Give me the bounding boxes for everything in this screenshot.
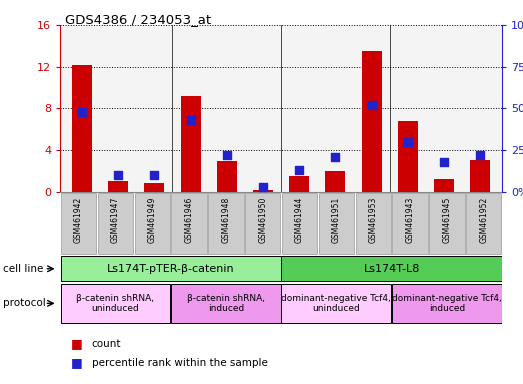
Bar [434, 179, 454, 192]
Text: β-catenin shRNA,
induced: β-catenin shRNA, induced [187, 294, 265, 313]
Text: β-catenin shRNA,
uninduced: β-catenin shRNA, uninduced [76, 294, 154, 313]
Bar [289, 176, 309, 192]
Bar [134, 193, 170, 254]
Bar [470, 160, 490, 192]
Bar [356, 193, 391, 254]
Text: GSM461944: GSM461944 [295, 197, 304, 243]
Point [404, 139, 412, 145]
Text: GSM461947: GSM461947 [111, 197, 120, 243]
Bar [429, 193, 464, 254]
Bar [217, 161, 237, 192]
Text: GSM461946: GSM461946 [185, 197, 194, 243]
Text: Ls174T-L8: Ls174T-L8 [363, 264, 420, 274]
Bar [325, 171, 345, 192]
Bar [398, 121, 418, 192]
Text: percentile rank within the sample: percentile rank within the sample [92, 358, 267, 368]
Bar [392, 193, 428, 254]
Bar [171, 283, 281, 323]
Text: count: count [92, 339, 121, 349]
Text: GSM461952: GSM461952 [479, 197, 488, 243]
Bar [208, 193, 244, 254]
Text: GSM461942: GSM461942 [74, 197, 83, 243]
Bar [245, 193, 280, 254]
Text: ■: ■ [71, 356, 82, 369]
Text: dominant-negative Tcf4,
uninduced: dominant-negative Tcf4, uninduced [281, 294, 391, 313]
Text: cell line: cell line [3, 264, 43, 274]
Point [295, 167, 303, 173]
Bar [253, 190, 273, 192]
Bar [282, 193, 317, 254]
Bar [172, 193, 207, 254]
Text: GSM461950: GSM461950 [258, 197, 267, 243]
Bar [319, 193, 354, 254]
Text: GSM461945: GSM461945 [442, 197, 451, 243]
Text: GSM461951: GSM461951 [332, 197, 341, 243]
Text: protocol: protocol [3, 298, 46, 308]
Bar [281, 283, 391, 323]
Text: GSM461943: GSM461943 [405, 197, 415, 243]
Text: ■: ■ [71, 337, 82, 350]
Text: GSM461953: GSM461953 [369, 197, 378, 243]
Point [259, 184, 267, 190]
Bar [180, 96, 200, 192]
Point [114, 172, 122, 178]
Text: dominant-negative Tcf4,
induced: dominant-negative Tcf4, induced [392, 294, 502, 313]
Bar [466, 193, 502, 254]
Bar [392, 283, 502, 323]
Point [223, 152, 231, 158]
Point [150, 172, 158, 178]
Text: GSM461949: GSM461949 [147, 197, 157, 243]
Text: Ls174T-pTER-β-catenin: Ls174T-pTER-β-catenin [107, 264, 234, 274]
Bar [144, 183, 164, 192]
Point [440, 159, 448, 165]
Bar [61, 193, 96, 254]
Point [331, 154, 339, 160]
Point [476, 152, 484, 158]
Text: GSM461948: GSM461948 [221, 197, 230, 243]
Bar [362, 51, 382, 192]
Point [368, 102, 376, 108]
Bar [72, 65, 92, 192]
Bar [61, 283, 170, 323]
Bar [98, 193, 133, 254]
Point [78, 109, 86, 115]
Point [186, 117, 195, 123]
Bar [108, 180, 128, 192]
Bar [61, 256, 281, 281]
Bar [281, 256, 502, 281]
Text: GDS4386 / 234053_at: GDS4386 / 234053_at [65, 13, 211, 26]
